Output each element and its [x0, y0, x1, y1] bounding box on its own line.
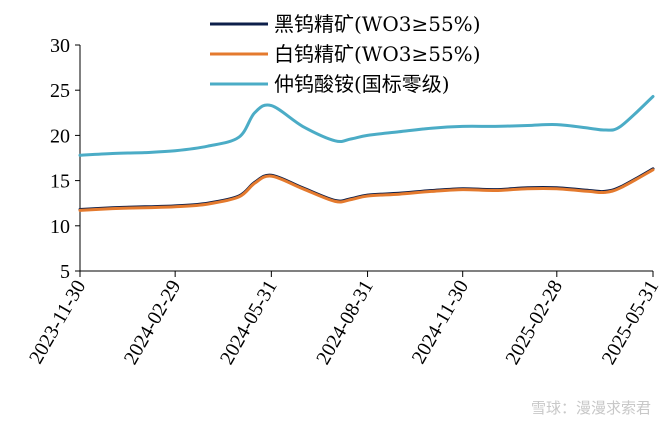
y-tick-label: 15 — [50, 171, 70, 193]
y-tick-label: 5 — [60, 261, 70, 283]
x-tick-label: 2024-05-31 — [216, 277, 282, 369]
watermark: 雪球：漫漫求索君 — [530, 399, 651, 417]
y-tick-label: 10 — [50, 216, 70, 238]
series-lines — [78, 95, 655, 212]
x-ticks: 2023-11-30 2024-02-29 2024-05-31 2024-08-31… — [25, 271, 663, 368]
y-tick-label: 25 — [50, 80, 70, 102]
y-tick-label: 20 — [50, 125, 70, 147]
legend-label-1: 黑钨精矿(WO3≥55%) — [274, 12, 481, 36]
x-tick-label: 2025-05-31 — [598, 277, 664, 369]
y-tick-label: 30 — [50, 35, 70, 57]
series-line-3 — [78, 95, 655, 157]
x-tick-label: 2025-02-28 — [501, 277, 567, 369]
x-tick-label: 2024-11-30 — [408, 277, 473, 368]
series-line-2 — [78, 168, 655, 212]
y-ticks: 5 10 15 20 25 30 — [50, 35, 80, 283]
legend-label-3: 仲钨酸铵(国标零级) — [274, 72, 450, 96]
legend: 黑钨精矿(WO3≥55%) 白钨精矿(WO3≥55%) 仲钨酸铵(国标零级) — [210, 12, 481, 96]
x-tick-label: 2024-08-31 — [312, 277, 378, 369]
legend-label-2: 白钨精矿(WO3≥55%) — [274, 42, 481, 66]
x-tick-label: 2024-02-29 — [120, 277, 186, 369]
x-tick-label: 2023-11-30 — [25, 277, 90, 368]
